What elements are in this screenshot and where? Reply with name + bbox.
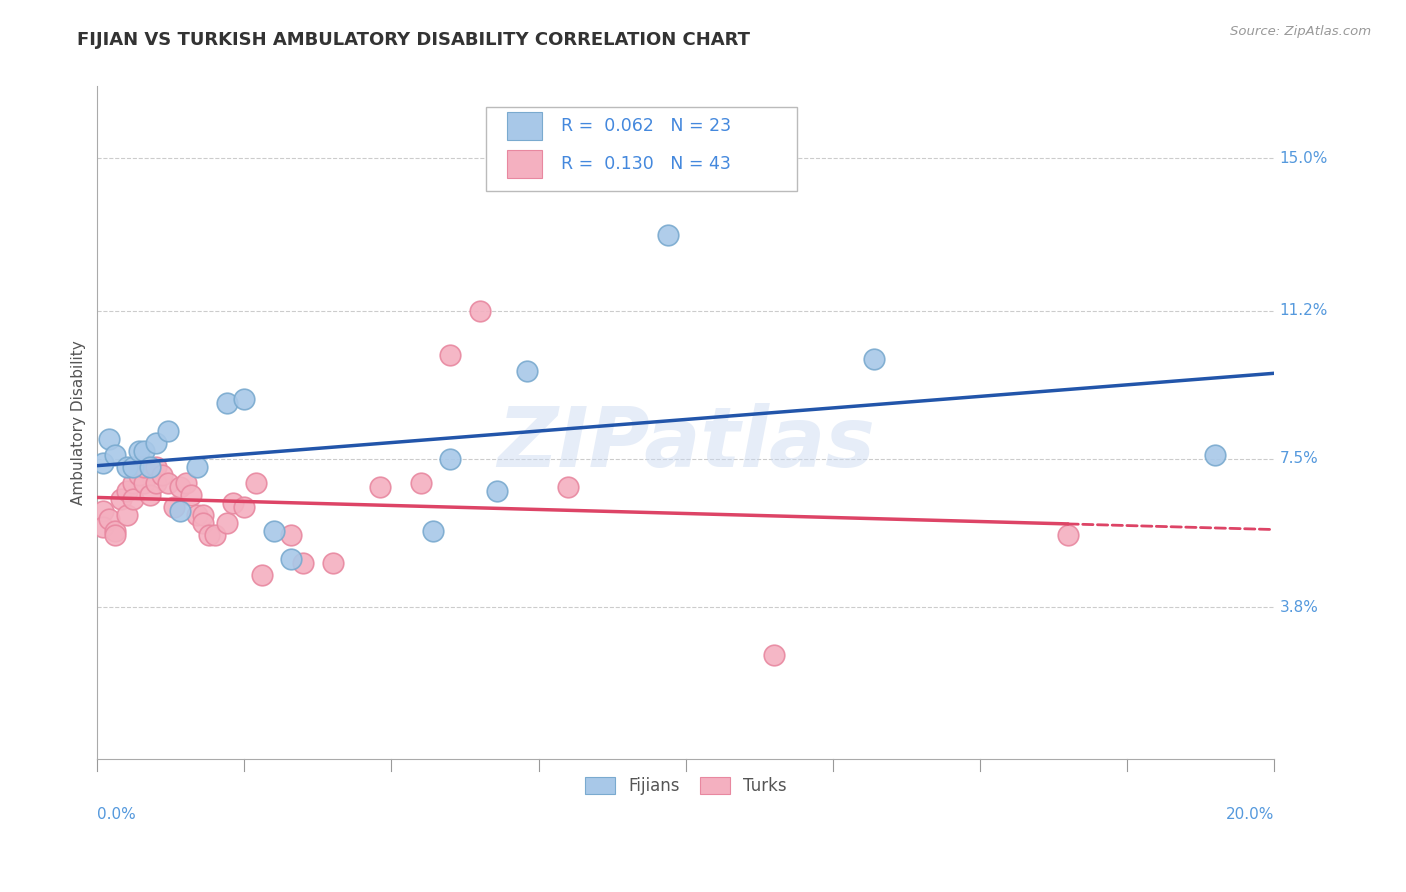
Point [115, 459, 138, 474]
Point [204, 528, 226, 542]
Point [169, 504, 191, 518]
Text: FIJIAN VS TURKISH AMBULATORY DISABILITY CORRELATION CHART: FIJIAN VS TURKISH AMBULATORY DISABILITY … [77, 31, 751, 49]
FancyBboxPatch shape [485, 106, 797, 191]
Text: 20.0%: 20.0% [1226, 807, 1274, 822]
Point [121, 475, 143, 490]
Point [439, 348, 461, 362]
Point [1057, 528, 1080, 542]
Point [98, 432, 121, 446]
Point [91, 504, 114, 518]
Point [156, 424, 179, 438]
Point [128, 459, 150, 474]
Point [180, 488, 202, 502]
Point [174, 475, 197, 490]
Text: ZIPatlas: ZIPatlas [496, 402, 875, 483]
Point [439, 452, 461, 467]
Point [250, 568, 273, 582]
Point [115, 508, 138, 522]
Point [215, 516, 238, 530]
Point [198, 528, 221, 542]
FancyBboxPatch shape [506, 112, 543, 140]
Point [150, 467, 173, 482]
Point [486, 483, 509, 498]
Point [322, 556, 344, 570]
Point [145, 459, 167, 474]
Point [110, 491, 132, 506]
Point [292, 556, 315, 570]
Point [516, 364, 538, 378]
Text: Source: ZipAtlas.com: Source: ZipAtlas.com [1230, 25, 1371, 38]
Point [215, 396, 238, 410]
Text: 15.0%: 15.0% [1279, 151, 1329, 166]
Point [186, 459, 208, 474]
Point [193, 516, 215, 530]
Point [91, 456, 114, 470]
Point [762, 648, 785, 663]
Point [233, 500, 256, 514]
Point [863, 351, 886, 366]
Point [121, 459, 143, 474]
Point [557, 480, 579, 494]
Point [134, 444, 156, 458]
Text: 11.2%: 11.2% [1279, 303, 1329, 318]
Point [280, 528, 302, 542]
Point [145, 475, 167, 490]
Point [128, 467, 150, 482]
Point [104, 524, 127, 538]
Point [186, 508, 208, 522]
FancyBboxPatch shape [506, 150, 543, 178]
Point [233, 392, 256, 406]
Point [169, 480, 191, 494]
Legend: Fijians, Turks: Fijians, Turks [578, 770, 793, 802]
Text: 0.0%: 0.0% [97, 807, 136, 822]
Point [422, 524, 444, 538]
Text: 3.8%: 3.8% [1279, 599, 1319, 615]
Point [409, 475, 432, 490]
Point [98, 512, 121, 526]
Point [128, 444, 150, 458]
Point [368, 480, 391, 494]
Text: R =  0.062   N = 23: R = 0.062 N = 23 [561, 117, 731, 135]
Point [134, 459, 156, 474]
Point [104, 448, 127, 462]
Point [145, 436, 167, 450]
Point [121, 491, 143, 506]
Point [156, 475, 179, 490]
Point [139, 459, 162, 474]
Point [193, 508, 215, 522]
Point [104, 528, 127, 542]
Text: 7.5%: 7.5% [1279, 451, 1319, 467]
Point [263, 524, 285, 538]
Point [1204, 448, 1226, 462]
Point [468, 303, 491, 318]
Text: R =  0.130   N = 43: R = 0.130 N = 43 [561, 155, 731, 173]
Point [115, 483, 138, 498]
Point [657, 227, 679, 242]
Y-axis label: Ambulatory Disability: Ambulatory Disability [72, 341, 86, 505]
Point [139, 488, 162, 502]
Point [245, 475, 267, 490]
Point [163, 500, 186, 514]
Point [134, 475, 156, 490]
Point [221, 496, 243, 510]
Point [91, 520, 114, 534]
Point [280, 552, 302, 566]
